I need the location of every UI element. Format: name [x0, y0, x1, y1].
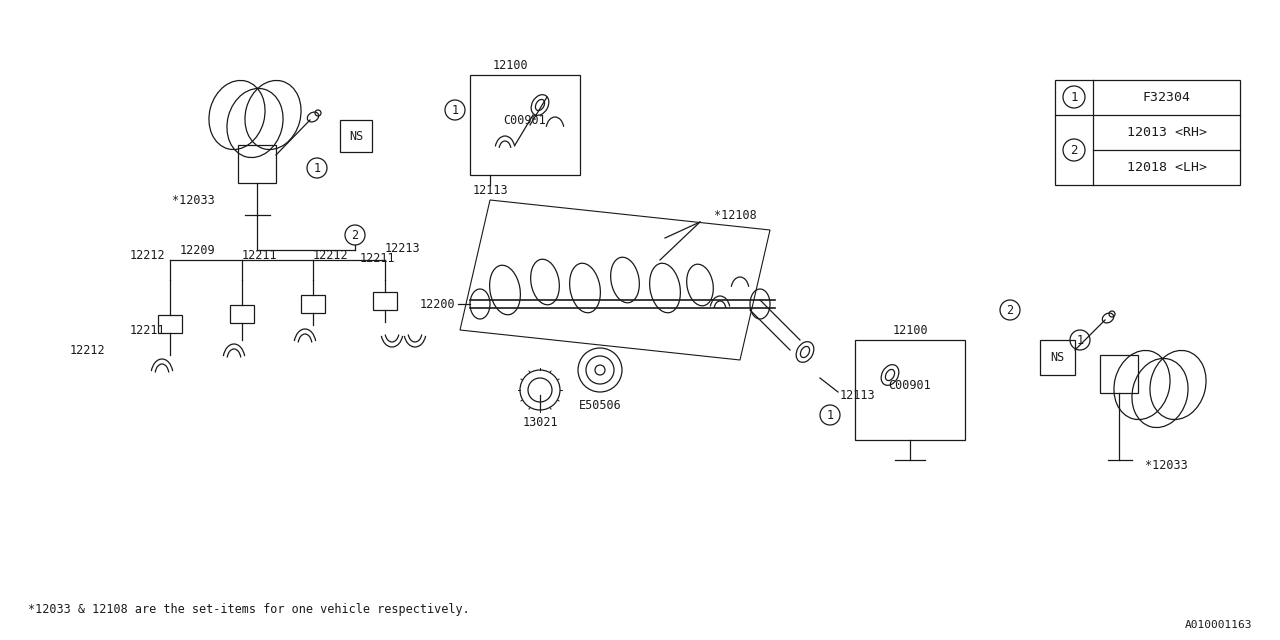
Text: *12033: *12033 — [173, 193, 215, 207]
Text: 12100: 12100 — [892, 323, 928, 337]
Text: 12211: 12211 — [131, 323, 165, 337]
Text: 2: 2 — [352, 228, 358, 241]
Text: 1: 1 — [452, 104, 458, 116]
Text: 1: 1 — [827, 408, 833, 422]
Bar — [1055, 80, 1240, 185]
Text: 1: 1 — [1076, 333, 1084, 346]
Text: NS: NS — [349, 129, 364, 143]
Text: F32304: F32304 — [1143, 90, 1190, 104]
Text: 13021: 13021 — [522, 415, 558, 429]
Text: 12209: 12209 — [180, 243, 215, 257]
Bar — [230, 305, 253, 323]
Bar — [372, 292, 397, 310]
Bar — [301, 295, 325, 313]
Text: 12212: 12212 — [314, 248, 348, 262]
Bar — [1039, 340, 1075, 375]
Bar — [1100, 355, 1138, 393]
Text: C00901: C00901 — [888, 378, 932, 392]
Text: 2: 2 — [1006, 303, 1014, 317]
Bar — [855, 340, 965, 440]
Text: 12212: 12212 — [129, 248, 165, 262]
Bar — [238, 145, 276, 183]
Text: E50506: E50506 — [579, 399, 621, 412]
Text: A010001163: A010001163 — [1184, 620, 1252, 630]
Text: NS: NS — [1050, 351, 1064, 364]
Text: *12033 & 12108 are the set-items for one vehicle respectively.: *12033 & 12108 are the set-items for one… — [28, 604, 470, 616]
Text: 12113: 12113 — [472, 184, 508, 196]
Text: 12013 <RH>: 12013 <RH> — [1126, 125, 1207, 138]
Text: *12108: *12108 — [714, 209, 756, 221]
Text: *12033: *12033 — [1146, 458, 1188, 472]
Bar — [470, 75, 580, 175]
Text: 12100: 12100 — [493, 58, 527, 72]
Text: 12211: 12211 — [360, 252, 396, 264]
Text: 12212: 12212 — [70, 344, 106, 356]
Text: 2: 2 — [1070, 143, 1078, 157]
Text: 1: 1 — [1070, 90, 1078, 104]
Text: 12113: 12113 — [840, 388, 876, 401]
Text: 12213: 12213 — [385, 241, 421, 255]
Text: 12200: 12200 — [420, 298, 454, 310]
Text: 12018 <LH>: 12018 <LH> — [1126, 161, 1207, 173]
Text: 1: 1 — [314, 161, 320, 175]
Bar — [340, 120, 372, 152]
Text: 12211: 12211 — [242, 248, 278, 262]
Text: C00901: C00901 — [503, 113, 547, 127]
Bar — [157, 315, 182, 333]
